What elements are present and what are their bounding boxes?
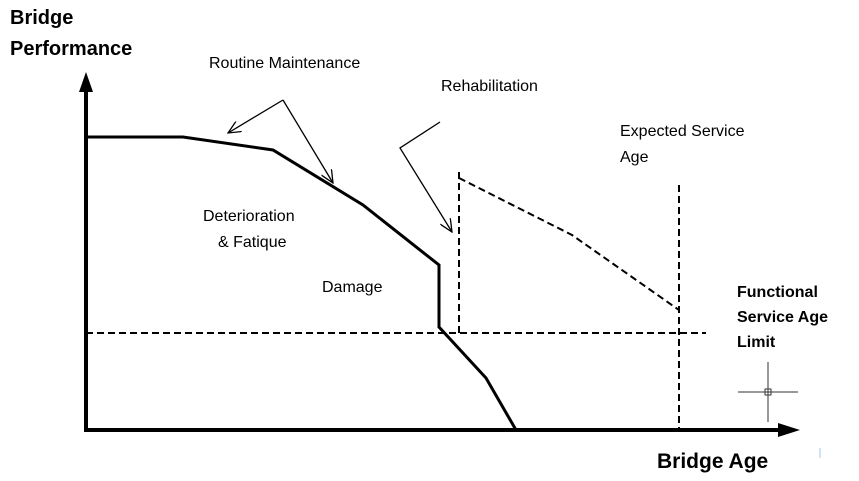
annotation: Functional Service Age Limit — [737, 284, 832, 351]
x-axis-title: Bridge Age — [657, 450, 768, 473]
text-line: Service Age — [737, 309, 828, 326]
annotation: Damage — [322, 279, 383, 296]
maintenance-arrow — [282, 99, 333, 183]
text-line: Deterioration — [203, 208, 295, 225]
x-axis-arrow — [778, 423, 800, 437]
text-line: & Fatique — [218, 234, 287, 251]
y-axis-arrow — [79, 72, 93, 92]
text-line: Expected Service — [620, 123, 745, 140]
rehab-arrow — [399, 121, 452, 232]
maintenance-arrow — [228, 99, 284, 133]
annotation: Deterioration & Fatique — [203, 208, 299, 251]
annotation: Rehabilitation — [441, 78, 538, 95]
y-axis-title: Bridge Performance — [10, 7, 132, 60]
text-line: Bridge — [10, 7, 73, 29]
annotation: Expected Service Age — [620, 123, 749, 166]
performance-curve — [86, 135, 518, 431]
text-line: Functional — [737, 284, 818, 301]
rehab-curve — [458, 177, 680, 311]
text-line: Age — [620, 149, 649, 166]
text-line: Limit — [737, 334, 776, 351]
text-line: Performance — [10, 38, 132, 60]
annotation: Routine Maintenance — [209, 55, 360, 72]
crosshair — [738, 362, 798, 422]
